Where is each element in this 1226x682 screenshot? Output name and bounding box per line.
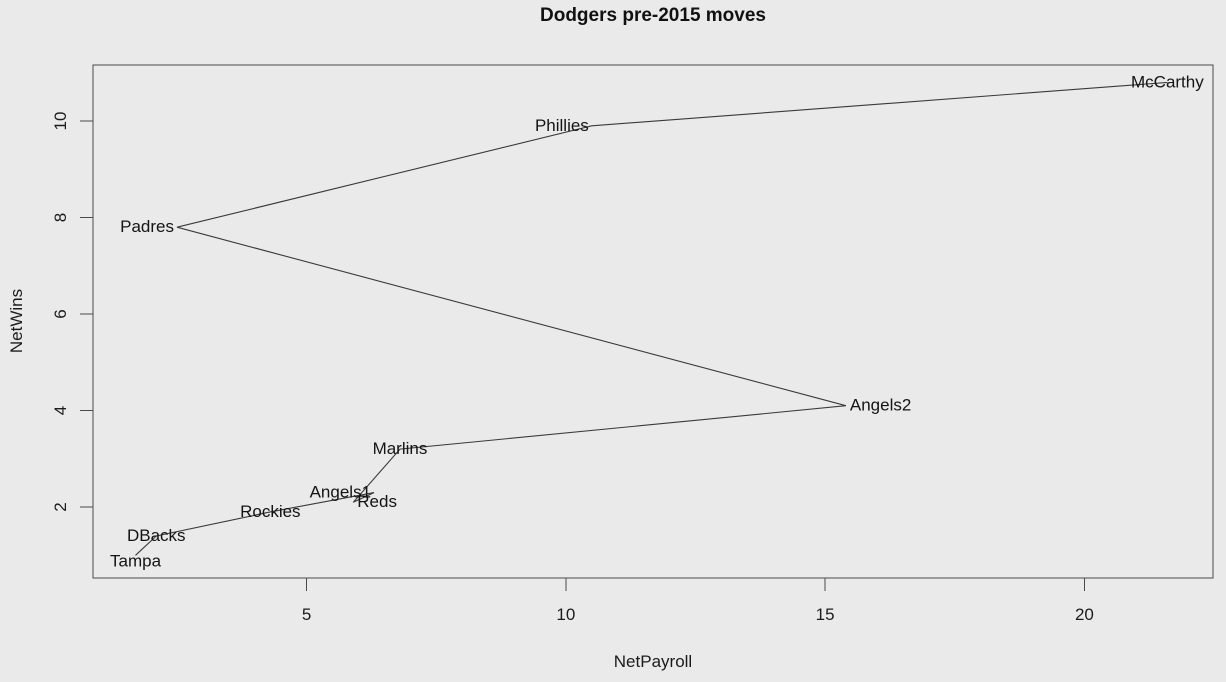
- point-label-tampa: Tampa: [110, 551, 162, 570]
- y-axis-label: NetWins: [7, 288, 26, 354]
- y-tick-label: 4: [51, 406, 70, 415]
- plot-box: [92, 64, 1214, 579]
- point-label-marlins: Marlins: [373, 439, 428, 458]
- y-tick-label: 2: [51, 502, 70, 511]
- y-tick-label: 8: [51, 213, 70, 222]
- x-tick-label: 5: [302, 605, 311, 624]
- x-tick-label: 20: [1075, 605, 1094, 624]
- point-label-padres: Padres: [120, 217, 174, 236]
- point-label-mccarthy: McCarthy: [1131, 72, 1204, 91]
- x-tick-label: 10: [556, 605, 575, 624]
- point-label-dbacks: DBacks: [127, 526, 186, 545]
- point-label-angels1: Angels1: [310, 483, 371, 502]
- y-tick-label: 10: [51, 112, 70, 131]
- point-label-angels2: Angels2: [850, 396, 911, 415]
- chart-title: Dodgers pre-2015 moves: [540, 5, 766, 26]
- x-tick-label: 15: [816, 605, 835, 624]
- y-tick-label: 6: [51, 309, 70, 318]
- point-label-reds: Reds: [357, 492, 397, 511]
- data-polyline: [135, 81, 1168, 556]
- x-axis-label: NetPayroll: [613, 652, 693, 671]
- point-label-phillies: Phillies: [535, 116, 589, 135]
- point-label-rockies: Rockies: [240, 502, 300, 521]
